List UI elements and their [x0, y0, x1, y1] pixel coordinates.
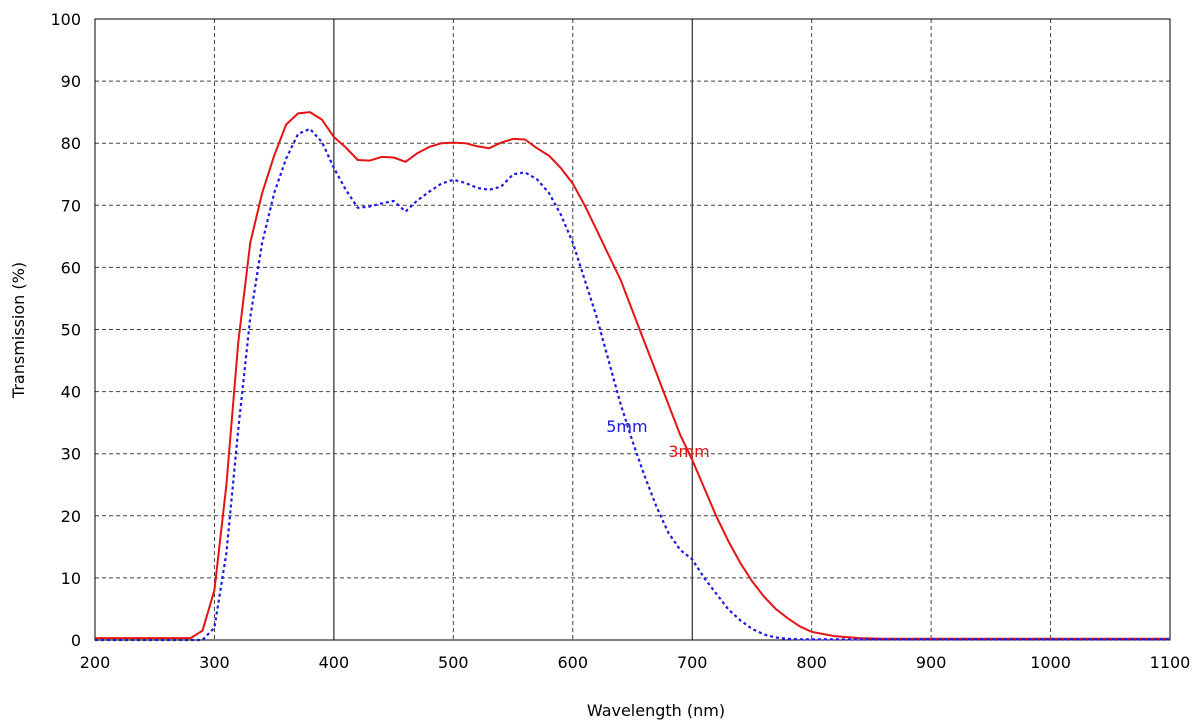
x-tick-label: 200 [80, 653, 111, 672]
y-tick-label: 30 [61, 445, 81, 464]
x-tick-label: 800 [796, 653, 827, 672]
y-axis-title: Transmission (%) [9, 262, 28, 399]
grid [95, 19, 1170, 640]
y-tick-label: 40 [61, 383, 81, 402]
series-label-5mm: 5mm [606, 417, 647, 436]
series-line-3mm [95, 111, 1170, 640]
x-tick-label: 400 [319, 653, 350, 672]
x-tick-label: 300 [199, 653, 230, 672]
x-axis-title: Wavelength (nm) [587, 701, 725, 720]
x-tick-label: 500 [438, 653, 469, 672]
series-layer [95, 111, 1170, 642]
y-tick-label: 20 [61, 507, 81, 526]
y-tick-label: 0 [71, 631, 81, 650]
x-tick-label: 900 [916, 653, 947, 672]
x-tick-label: 1100 [1150, 653, 1191, 672]
y-tick-label: 60 [61, 258, 81, 277]
y-tick-label: 10 [61, 569, 81, 588]
series-label-3mm: 3mm [668, 442, 709, 461]
y-tick-labels: 0 10 20 30 40 50 60 70 80 90 100 [50, 10, 81, 650]
y-tick-label: 70 [61, 196, 81, 215]
x-tick-label: 600 [558, 653, 589, 672]
y-tick-label: 80 [61, 134, 81, 153]
y-tick-label: 50 [61, 321, 81, 340]
plot-frame [94, 18, 1171, 641]
series-line-5mm [95, 127, 1170, 642]
y-tick-label: 90 [61, 72, 81, 91]
x-tick-label: 1000 [1030, 653, 1071, 672]
x-tick-labels: 200 300 400 500 600 700 800 900 1000 1100 [80, 653, 1191, 672]
series-labels: 3mm 5mm [606, 417, 709, 461]
x-tick-label: 700 [677, 653, 708, 672]
y-tick-label: 100 [50, 10, 81, 29]
